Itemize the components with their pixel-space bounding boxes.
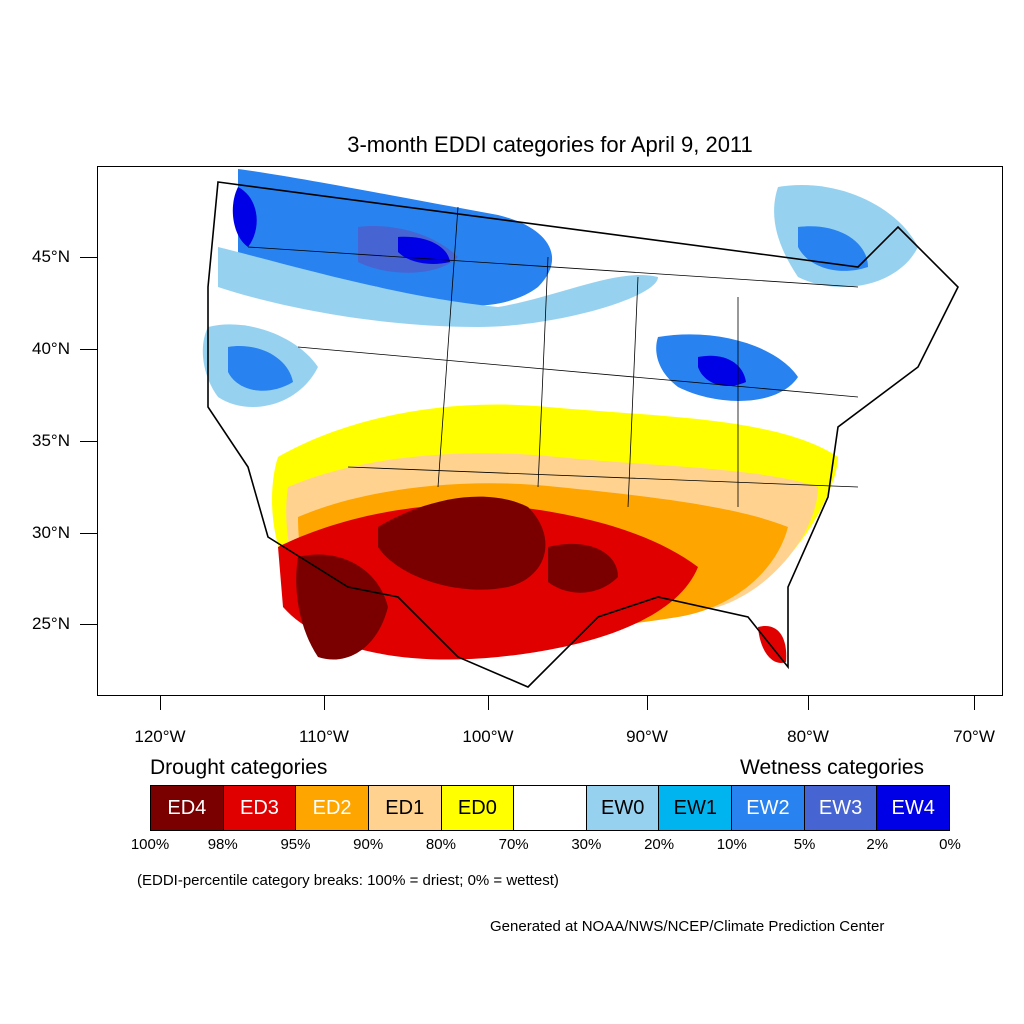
category-legend: ED4 ED3 ED2 ED1 ED0 EW0 EW1 EW2 EW3 EW4 bbox=[150, 785, 950, 831]
legend-box-ew0: EW0 bbox=[586, 786, 660, 830]
lat-label-30n: 30°N bbox=[32, 523, 70, 542]
lon-tick bbox=[974, 696, 975, 710]
drought-categories-title: Drought categories bbox=[150, 756, 328, 779]
legend-box-ew2: EW2 bbox=[732, 786, 805, 830]
category-note: (EDDI-percentile category breaks: 100% =… bbox=[137, 872, 559, 889]
lon-label-120w: 120°W bbox=[134, 727, 186, 746]
map-title: 3-month EDDI categories for April 9, 201… bbox=[347, 132, 753, 157]
eddi-map bbox=[202, 169, 959, 688]
lat-tick bbox=[80, 624, 97, 625]
lon-label-110w: 110°W bbox=[299, 727, 349, 746]
lon-label-80w: 80°W bbox=[787, 727, 829, 746]
lon-tick bbox=[488, 696, 489, 710]
percent-break-label: 20% bbox=[644, 836, 675, 853]
legend-box-ed3: ED3 bbox=[223, 786, 297, 830]
dry-region-ed4-arizona bbox=[296, 554, 388, 660]
lat-label-35n: 35°N bbox=[32, 431, 70, 450]
lat-tick bbox=[80, 257, 97, 258]
legend-box-ed2: ED2 bbox=[296, 786, 369, 830]
lon-tick bbox=[324, 696, 325, 710]
dry-region-ed4-louisiana bbox=[548, 543, 618, 593]
lat-tick bbox=[80, 533, 97, 534]
percent-break-label: 90% bbox=[353, 836, 384, 853]
percent-break-label: 98% bbox=[207, 836, 238, 853]
legend-box-ew4: EW4 bbox=[877, 786, 950, 830]
wet-region-north-core bbox=[398, 236, 450, 264]
wetness-categories-title: Wetness categories bbox=[740, 756, 925, 779]
lon-tick bbox=[160, 696, 161, 710]
map-frame bbox=[97, 166, 1003, 696]
wet-region-west-mid bbox=[228, 346, 293, 391]
dry-region-ed4-texas bbox=[378, 496, 546, 590]
percent-break-label: 95% bbox=[280, 836, 311, 853]
percent-break-label: 2% bbox=[866, 836, 889, 853]
lon-label-100w: 100°W bbox=[462, 727, 514, 746]
lon-tick bbox=[808, 696, 809, 710]
wet-region-ohio-core bbox=[698, 355, 746, 387]
legend-box-ew3: EW3 bbox=[804, 786, 878, 830]
legend-box-ed1: ED1 bbox=[368, 786, 442, 830]
lat-label-40n: 40°N bbox=[32, 339, 70, 358]
dry-region-florida bbox=[758, 626, 787, 663]
lon-tick bbox=[647, 696, 648, 710]
percent-break-label: 70% bbox=[498, 836, 529, 853]
state-lines bbox=[247, 206, 859, 508]
us-outline bbox=[207, 181, 959, 688]
legend-box-ed4: ED4 bbox=[151, 786, 224, 830]
credit-text: Generated at NOAA/NWS/NCEP/Climate Predi… bbox=[490, 918, 885, 935]
lat-tick bbox=[80, 441, 97, 442]
lon-label-70w: 70°W bbox=[953, 727, 995, 746]
legend-box-neutral bbox=[514, 786, 587, 830]
percent-break-label: 0% bbox=[939, 836, 961, 853]
percent-break-label: 100% bbox=[130, 836, 170, 853]
percent-break-label: 5% bbox=[793, 836, 816, 853]
lon-label-90w: 90°W bbox=[626, 727, 668, 746]
legend-box-ew1: EW1 bbox=[659, 786, 733, 830]
percent-break-label: 10% bbox=[716, 836, 747, 853]
percent-break-label: 30% bbox=[571, 836, 602, 853]
legend-box-ed0: ED0 bbox=[441, 786, 515, 830]
wet-region-northeast-mid bbox=[798, 226, 868, 271]
lat-label-25n: 25°N bbox=[32, 614, 70, 633]
lat-tick bbox=[80, 349, 97, 350]
lat-label-45n: 45°N bbox=[32, 247, 70, 266]
wet-region-light-north bbox=[218, 247, 658, 327]
percent-break-label: 80% bbox=[425, 836, 456, 853]
wet-region-pnw-core bbox=[232, 187, 257, 247]
